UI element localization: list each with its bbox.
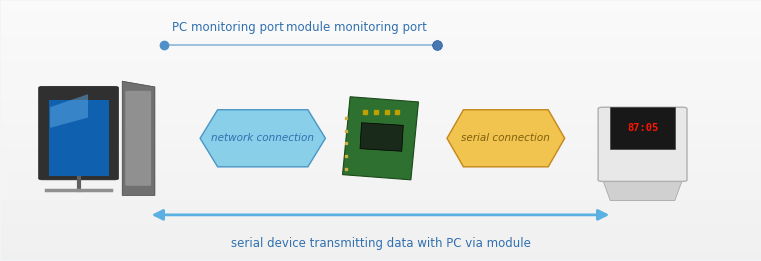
Text: serial connection: serial connection xyxy=(461,133,550,143)
Polygon shape xyxy=(447,110,565,167)
Polygon shape xyxy=(603,180,683,201)
Polygon shape xyxy=(50,94,88,128)
Text: network connection: network connection xyxy=(212,133,314,143)
FancyBboxPatch shape xyxy=(39,86,119,180)
Polygon shape xyxy=(123,81,155,195)
FancyBboxPatch shape xyxy=(610,107,675,149)
Polygon shape xyxy=(360,123,403,151)
Polygon shape xyxy=(200,110,326,167)
Text: module monitoring port: module monitoring port xyxy=(285,21,426,34)
FancyBboxPatch shape xyxy=(49,100,109,176)
Text: PC monitoring port: PC monitoring port xyxy=(172,21,284,34)
Polygon shape xyxy=(342,97,419,180)
FancyBboxPatch shape xyxy=(598,107,687,181)
FancyBboxPatch shape xyxy=(126,91,151,186)
Text: serial device transmitting data with PC via module: serial device transmitting data with PC … xyxy=(231,237,530,250)
Text: 87:05: 87:05 xyxy=(627,123,658,133)
